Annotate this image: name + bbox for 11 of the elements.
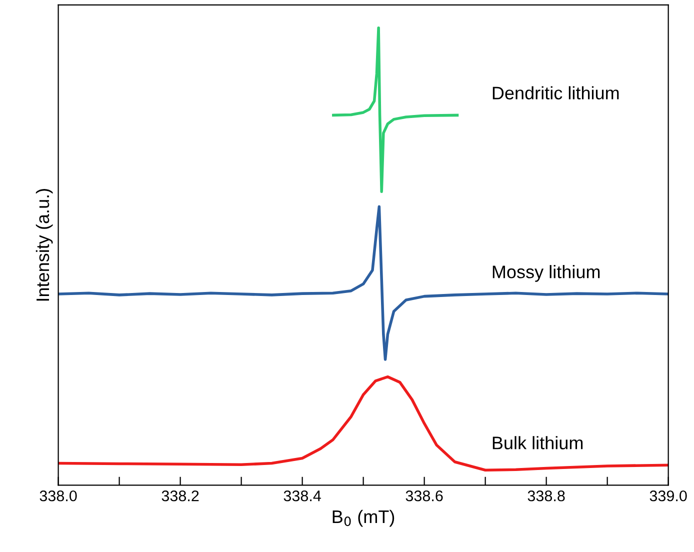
- series-label: Mossy lithium: [492, 265, 600, 282]
- x-axis-title: B$_{0}$ (mT): [332, 510, 394, 527]
- x-tick-label: 338.0: [40, 490, 77, 502]
- x-tick-label: 338.6: [406, 490, 443, 502]
- x-tick-label: 338.8: [528, 490, 565, 502]
- series-label: Bulk lithium: [492, 436, 583, 450]
- x-tick-label: 338.4: [284, 490, 321, 502]
- x-tick-label: 339.0: [650, 490, 687, 502]
- y-axis-title: Intensity (a.u.): [36, 189, 53, 301]
- text: Dendritic lithium: [492, 86, 619, 100]
- x-tick-label: 338.2: [162, 490, 199, 502]
